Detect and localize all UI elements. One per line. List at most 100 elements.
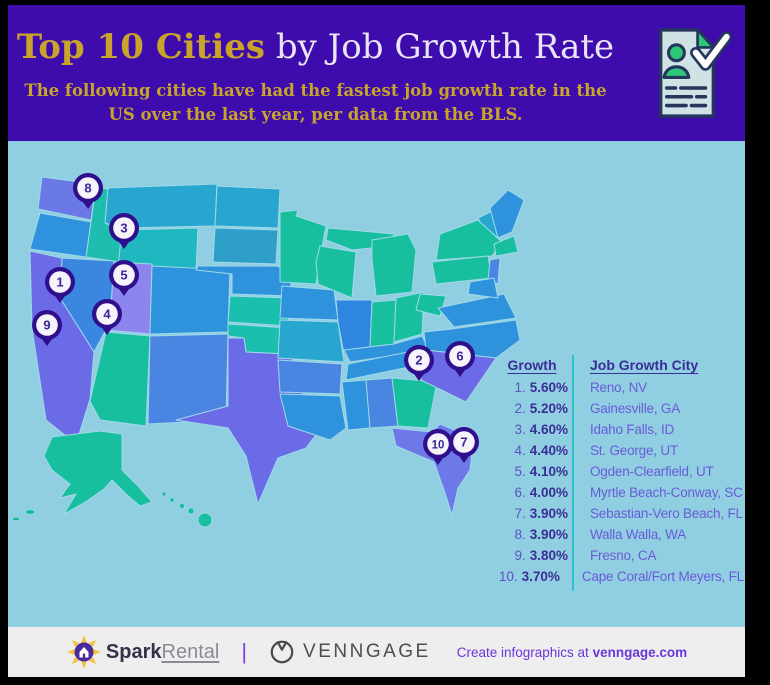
us-map-section: 8 3 5 1 4 9 2 6 7 10 Growth Job Growth City 1. 5.6… (8, 141, 745, 627)
resume-checkmark-icon (643, 17, 733, 129)
state-colorado (149, 265, 231, 335)
sparkrental-sun-icon (66, 634, 102, 670)
subtitle-line-1: The following cities have had the fastes… (24, 81, 607, 100)
pin-number: 10 (432, 440, 445, 452)
map-pin-5: 5 (109, 260, 139, 296)
tagline-prefix: Create infographics at (456, 644, 593, 660)
city-name: Cape Coral/Fort Meyers, FL (581, 569, 744, 584)
hawaii-island (178, 502, 186, 510)
hawaii-island (187, 507, 195, 515)
state-alaska (43, 430, 153, 515)
us-states-map: 8 3 5 1 4 9 2 6 7 10 (11, 173, 525, 528)
rank-number: 1. (514, 380, 526, 395)
state-iowa (279, 285, 339, 321)
state-minnesota (279, 209, 327, 285)
state-west-virginia (415, 293, 447, 317)
panel-divider (572, 355, 574, 591)
state-georgia (391, 377, 438, 429)
growth-percent: 4.10% (529, 464, 568, 479)
state-indiana (369, 299, 397, 349)
map-pin-9: 9 (32, 310, 62, 346)
state-massachusetts (493, 235, 519, 257)
city-name: Gainesville, GA (590, 401, 681, 416)
growth-ranking-panel: Growth Job Growth City 1. 5.60% Reno, NV 2.… (496, 353, 744, 591)
city-name: Reno, NV (590, 380, 647, 395)
venngage-logo[interactable]: VENNGAGE (269, 639, 431, 665)
state-maryland-delaware (467, 277, 499, 299)
growth-percent: 4.40% (529, 443, 568, 458)
pin-number: 1 (56, 275, 63, 290)
pin-number: 6 (456, 349, 463, 364)
pin-number: 2 (415, 353, 422, 368)
ranking-row: 8. 3.90% Walla Walla, WA (496, 524, 744, 545)
panel-header-row: Growth Job Growth City (496, 353, 744, 377)
city-name: Fresno, CA (590, 548, 657, 563)
map-pin-10: 10 (423, 429, 453, 465)
venngage-wordmark: VENNGAGE (303, 641, 431, 662)
city-name: Ogden-Clearfield, UT (590, 464, 714, 479)
ranking-row: 4. 4.40% St. George, UT (496, 440, 744, 461)
state-north-dakota (214, 185, 281, 229)
ranking-row: 3. 4.60% Idaho Falls, ID (496, 419, 744, 440)
pin-number: 8 (84, 181, 91, 196)
ranking-row: 1. 5.60% Reno, NV (496, 377, 744, 398)
city-name: St. George, UT (590, 443, 678, 458)
growth-percent: 3.90% (529, 527, 568, 542)
hawaii-island (169, 497, 175, 503)
state-nebraska (195, 265, 293, 297)
footer-bar: SparkRental | VENNGAGE Create infographi… (8, 627, 745, 677)
state-south-dakota (212, 227, 279, 265)
sparkrental-wordmark: SparkRental (106, 641, 219, 664)
map-pins: 8 3 5 1 4 9 2 6 7 10 (32, 173, 479, 465)
growth-percent: 3.70% (521, 569, 560, 584)
rank-number: 6. (514, 485, 526, 500)
rental-word: Rental (161, 640, 220, 663)
state-wisconsin (315, 245, 357, 299)
spark-word: Spark (105, 640, 162, 663)
city-name: Walla Walla, WA (590, 527, 687, 542)
venngage-tagline-link[interactable]: Create infographics at venngage.com (457, 645, 687, 660)
ranking-row: 2. 5.20% Gainesville, GA (496, 398, 744, 419)
growth-percent: 3.90% (529, 506, 568, 521)
rank-number: 7. (514, 506, 526, 521)
footer-separator: | (241, 639, 248, 664)
hawaii-island (197, 512, 213, 528)
rank-number: 5. (514, 464, 526, 479)
map-pin-1: 1 (45, 267, 75, 303)
ranking-row: 10. 3.70% Cape Coral/Fort Meyers, FL (496, 566, 744, 587)
page-subtitle: The following cities have had the fastes… (8, 79, 623, 127)
state-maine (489, 189, 525, 239)
growth-percent: 4.60% (529, 422, 568, 437)
map-pin-7: 7 (449, 427, 479, 463)
ranking-rows: 1. 5.60% Reno, NV 2. 5.20% Gainesville, GA 3. 4… (496, 377, 744, 587)
sparkrental-logo[interactable]: SparkRental (66, 634, 219, 670)
growth-column-header: Growth (507, 357, 557, 373)
map-pin-8: 8 (73, 173, 103, 209)
rank-number: 8. (514, 527, 526, 542)
ranking-row: 9. 3.80% Fresno, CA (496, 545, 744, 566)
state-michigan (371, 233, 417, 297)
state-louisiana (279, 393, 347, 441)
city-name: Myrtle Beach-Conway, SC (590, 485, 743, 500)
footer-content: SparkRental | VENNGAGE Create infographi… (66, 634, 687, 670)
venngage-clock-icon (269, 639, 295, 665)
city-column-header: Job Growth City (590, 357, 699, 373)
page-title: Top 10 Cities by Job Growth Rate (8, 27, 623, 67)
pin-number: 4 (103, 307, 111, 322)
ranking-row: 7. 3.90% Sebastian-Vero Beach, FL (496, 503, 744, 524)
rank-number: 3. (514, 422, 526, 437)
alaska-island (24, 509, 36, 515)
rank-number: 4. (514, 443, 526, 458)
title-rest: by Job Growth Rate (265, 27, 615, 67)
map-pin-6: 6 (445, 341, 475, 377)
infographic-content: Top 10 Cities by Job Growth Rate The fol… (8, 5, 745, 677)
ranking-row: 5. 4.10% Ogden-Clearfield, UT (496, 461, 744, 482)
pin-number: 3 (120, 221, 127, 236)
map-pin-2: 2 (404, 345, 434, 381)
title-highlight: Top 10 Cities (16, 27, 266, 67)
state-mississippi (341, 379, 371, 431)
state-arkansas (277, 359, 343, 395)
state-new-jersey (487, 257, 501, 285)
hawaii-island (161, 491, 167, 497)
